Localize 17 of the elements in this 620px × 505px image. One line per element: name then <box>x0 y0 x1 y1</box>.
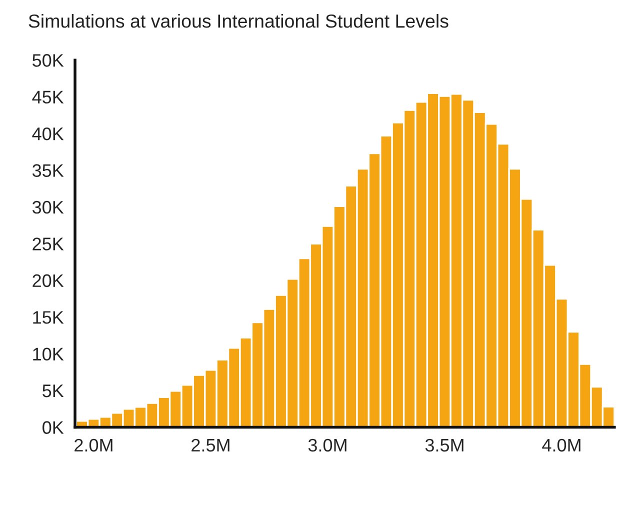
x-tick-label: 2.0M <box>74 438 112 452</box>
y-tick-label: 35K <box>32 164 64 177</box>
x-tick-label: 3.5M <box>425 438 464 452</box>
chart-title: Simulations at various International Student Levels <box>28 14 448 28</box>
y-tick-label: 45K <box>32 90 64 104</box>
y-tick-label: 0K <box>42 421 64 434</box>
y-tick-label: 15K <box>33 311 64 324</box>
y-tick-label: 40K <box>32 127 64 140</box>
x-tick-label: 4.0M <box>542 438 580 452</box>
y-tick-label: 50K <box>32 54 64 67</box>
x-tick-label: 3.0M <box>308 438 346 452</box>
y-tick-label: 5K <box>42 384 64 398</box>
y-tick-label: 30K <box>32 200 64 214</box>
y-tick-label: 10K <box>33 348 64 361</box>
x-tick-label: 2.5M <box>192 438 230 452</box>
y-tick-label: 20K <box>32 274 64 288</box>
y-tick-label: 25K <box>32 238 64 250</box>
